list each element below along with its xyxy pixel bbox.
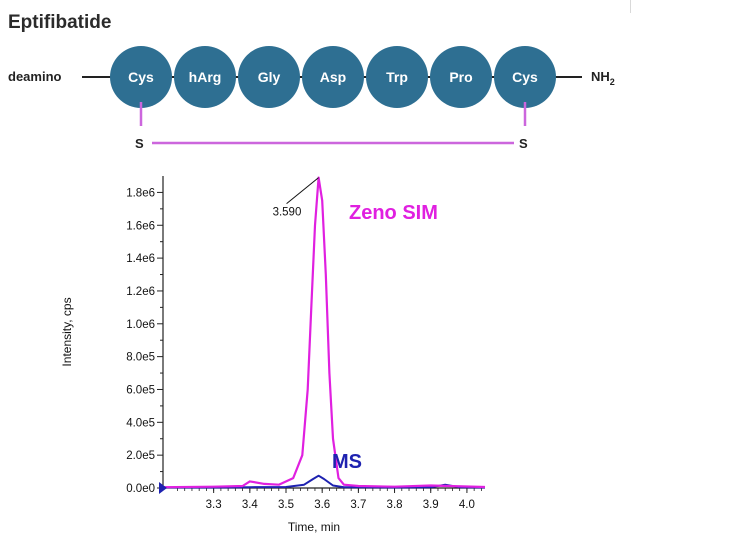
y-axis: 0.0e0 2.0e5 4.0e5 6.0e5 8.0e5 1.0e6 1.2e6 1.4e6… bbox=[126, 176, 164, 495]
series-label-zeno-sim: Zeno SIM bbox=[349, 202, 438, 224]
x-axis: 3.3 3.4 3.5 3.6 3.7 3.8 3.9 4.0 bbox=[163, 487, 485, 511]
residue-4-circle bbox=[302, 46, 364, 108]
residue-5-label: Trp bbox=[386, 69, 408, 85]
y-tick-label: 1.4e6 bbox=[126, 253, 155, 265]
residue-6-label: Pro bbox=[449, 69, 472, 85]
y-tick-label: 2.0e5 bbox=[126, 450, 155, 462]
residue-1-circle bbox=[110, 46, 172, 108]
y-tick-label: 4.0e5 bbox=[126, 417, 155, 429]
page-title: Eptifibatide bbox=[8, 12, 112, 33]
x-tick-label: 3.3 bbox=[206, 499, 222, 511]
x-tick-label: 3.8 bbox=[387, 499, 403, 511]
series-lines bbox=[159, 176, 486, 494]
series-line-zeno-sim bbox=[162, 176, 486, 489]
origin-marker bbox=[159, 482, 167, 494]
series-label-ms: MS bbox=[332, 451, 362, 473]
y-tick-label: 8.0e5 bbox=[126, 352, 155, 364]
y-tick-label: 1.8e6 bbox=[126, 187, 155, 199]
annotations: 3.590 bbox=[273, 177, 319, 219]
peak-annotation-leader bbox=[286, 177, 319, 205]
residue-4-label: Asp bbox=[320, 69, 346, 85]
peak-annotation-label: 3.590 bbox=[273, 207, 302, 219]
y-tick-label: 0.0e0 bbox=[126, 483, 155, 495]
residue-2-label: hArg bbox=[189, 69, 222, 85]
y-axis-label: Intensity, cps bbox=[60, 297, 74, 366]
c-terminus-label: NH2 bbox=[591, 69, 615, 87]
x-tick-label: 3.4 bbox=[242, 499, 259, 511]
y-tick-label: 1.6e6 bbox=[126, 220, 155, 232]
x-axis-label: Time, min bbox=[288, 520, 340, 534]
x-tick-label: 4.0 bbox=[459, 499, 475, 511]
x-tick-label: 3.5 bbox=[278, 499, 294, 511]
x-tick-label: 3.9 bbox=[423, 499, 439, 511]
peptide-diagram: deamino NH2 Cys hArg Gly Asp Trp Pro Cys S S bbox=[8, 46, 615, 151]
y-tick-label: 6.0e5 bbox=[126, 384, 155, 396]
residue-7-label: Cys bbox=[512, 69, 538, 85]
sulfur-label-left: S bbox=[135, 136, 144, 151]
y-tick-label: 1.2e6 bbox=[126, 286, 155, 298]
residue-6-circle bbox=[430, 46, 492, 108]
residue-2-circle bbox=[174, 46, 236, 108]
sulfur-label-right: S bbox=[519, 136, 528, 151]
n-terminus-label: deamino bbox=[8, 69, 62, 84]
x-tick-label: 3.6 bbox=[314, 499, 330, 511]
residue-chain: Cys hArg Gly Asp Trp Pro Cys bbox=[110, 46, 556, 108]
residue-7-circle bbox=[494, 46, 556, 108]
y-tick-label: 1.0e6 bbox=[126, 319, 155, 331]
frame-border bbox=[630, 0, 631, 13]
residue-3-label: Gly bbox=[258, 69, 281, 85]
residue-3-circle bbox=[238, 46, 300, 108]
x-tick-label: 3.7 bbox=[350, 499, 366, 511]
residue-1-label: Cys bbox=[128, 69, 154, 85]
residue-5-circle bbox=[366, 46, 428, 108]
